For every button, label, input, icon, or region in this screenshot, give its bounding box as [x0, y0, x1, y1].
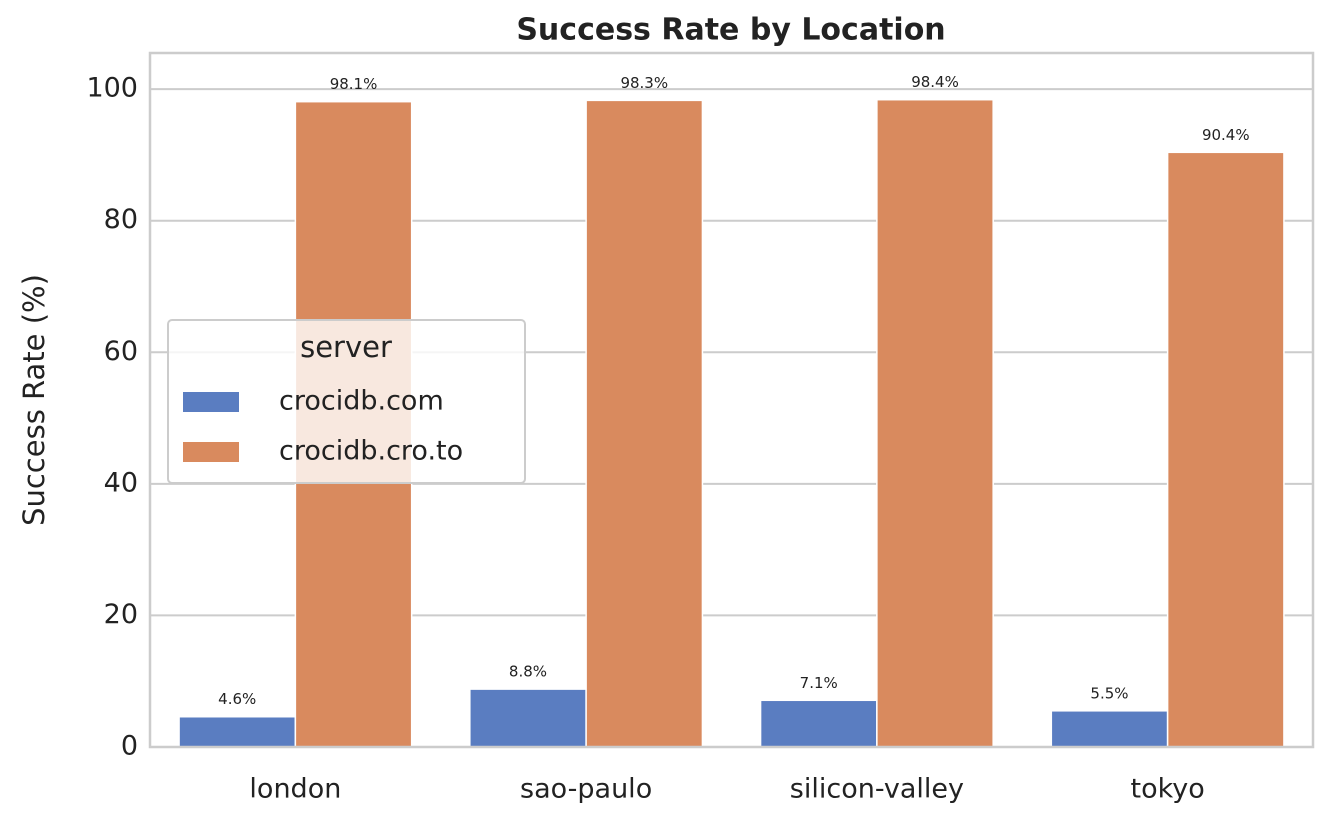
bar [178, 715, 297, 748]
value-label: 98.4% [911, 73, 959, 91]
y-tick-label: 20 [104, 599, 138, 630]
x-tick-label: silicon-valley [790, 774, 964, 805]
chart-title: Success Rate by Location [516, 13, 945, 48]
bar [1050, 710, 1169, 748]
bar [585, 99, 704, 748]
legend-box [167, 319, 526, 484]
legend-label: crocidb.com [279, 386, 444, 417]
bar [1166, 151, 1285, 748]
y-tick-label: 0 [121, 731, 138, 762]
x-tick-label: sao-paulo [520, 774, 652, 805]
legend-swatch [183, 392, 239, 412]
legend: server crocidb.com crocidb.cro.to [167, 319, 526, 484]
bar [876, 98, 994, 748]
y-tick-label: 60 [104, 336, 138, 367]
value-label: 8.8% [509, 663, 547, 681]
value-label: 98.3% [620, 74, 668, 92]
value-label: 7.1% [800, 674, 838, 692]
y-tick-label: 40 [104, 467, 138, 498]
bar [469, 688, 587, 748]
value-label: 98.1% [330, 75, 378, 93]
legend-swatch [183, 442, 239, 462]
x-tick-label: tokyo [1130, 774, 1204, 805]
legend-label: crocidb.cro.to [279, 436, 463, 467]
x-tick-label: london [249, 774, 341, 805]
y-axis-label: Success Rate (%) [17, 274, 51, 526]
value-label: 4.6% [218, 690, 256, 708]
value-label: 90.4% [1202, 126, 1250, 144]
bar [759, 699, 878, 748]
y-tick-label: 80 [104, 204, 138, 235]
plot-frame [148, 51, 1315, 749]
y-tick-label: 100 [86, 73, 138, 104]
value-label: 5.5% [1090, 684, 1128, 702]
legend-title: server [300, 330, 392, 364]
